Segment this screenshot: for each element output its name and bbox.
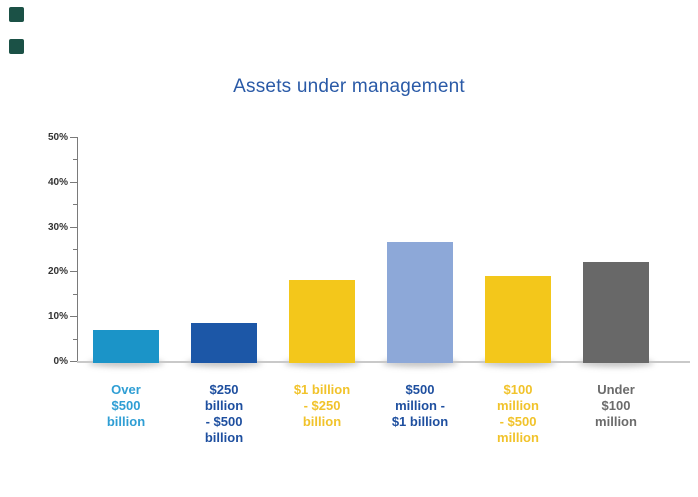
y-tick-label: 50%: [47, 132, 68, 143]
category-label: Under $100 million: [595, 382, 637, 429]
y-major-tick: [70, 181, 77, 183]
bar-shadow: [578, 359, 654, 367]
bar: [387, 242, 453, 363]
bar: [191, 322, 257, 363]
bar-shadow: [186, 359, 262, 367]
y-minor-tick: [73, 249, 77, 250]
y-axis-line: [77, 137, 78, 363]
y-minor-tick: [73, 159, 77, 161]
x-axis-line: [77, 361, 690, 363]
bar-shadow: [284, 359, 360, 367]
y-tick-label: 20%: [47, 266, 68, 278]
decor-square-top-left-1: [9, 7, 24, 22]
y-minor-tick: [73, 293, 77, 295]
category-label: $500 million - $1 billion: [391, 382, 449, 429]
category-label: Over $500 billion: [106, 382, 146, 429]
category-label: $100 million - $500 million: [497, 382, 539, 445]
bar-shadow: [480, 359, 556, 367]
decor-square-top-left-2: [9, 39, 24, 54]
y-tick-label: 40%: [47, 176, 68, 188]
y-major-tick: [70, 226, 77, 228]
y-minor-tick: [73, 338, 77, 340]
category-label: $250 billion - $500 billion: [204, 382, 244, 445]
bar: [289, 280, 355, 363]
y-major-tick: [70, 316, 77, 318]
bar: [93, 329, 159, 363]
y-tick-label: 0%: [53, 356, 68, 367]
bar: [583, 262, 649, 363]
y-minor-tick: [73, 204, 77, 206]
bar-shadow: [88, 359, 164, 367]
bar: [485, 275, 551, 363]
y-tick-label: 10%: [47, 311, 68, 323]
y-tick-label: 30%: [47, 221, 68, 233]
category-label: $1 billion - $250 billion: [293, 382, 351, 429]
y-major-tick: [70, 361, 77, 362]
bar-shadow: [382, 359, 458, 367]
y-major-tick: [70, 137, 77, 138]
y-major-tick: [70, 271, 77, 273]
chart-title: Assets under management: [233, 76, 465, 97]
